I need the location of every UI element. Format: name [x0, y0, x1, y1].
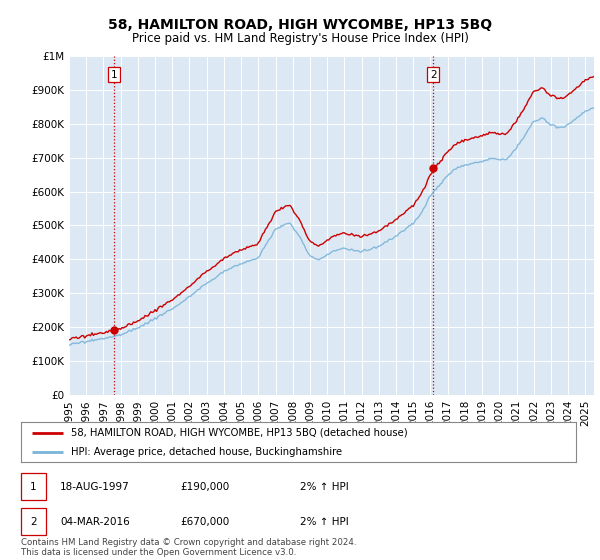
Text: 58, HAMILTON ROAD, HIGH WYCOMBE, HP13 5BQ (detached house): 58, HAMILTON ROAD, HIGH WYCOMBE, HP13 5B… — [71, 428, 407, 437]
Text: 2% ↑ HPI: 2% ↑ HPI — [300, 517, 349, 527]
Text: 2: 2 — [30, 517, 37, 527]
Text: Contains HM Land Registry data © Crown copyright and database right 2024.
This d: Contains HM Land Registry data © Crown c… — [21, 538, 356, 557]
Text: 18-AUG-1997: 18-AUG-1997 — [60, 482, 130, 492]
Text: £670,000: £670,000 — [180, 517, 229, 527]
Text: 04-MAR-2016: 04-MAR-2016 — [60, 517, 130, 527]
Text: 1: 1 — [111, 69, 118, 80]
Text: 58, HAMILTON ROAD, HIGH WYCOMBE, HP13 5BQ: 58, HAMILTON ROAD, HIGH WYCOMBE, HP13 5B… — [108, 18, 492, 32]
Text: 2: 2 — [430, 69, 437, 80]
Text: £190,000: £190,000 — [180, 482, 229, 492]
Text: Price paid vs. HM Land Registry's House Price Index (HPI): Price paid vs. HM Land Registry's House … — [131, 32, 469, 45]
Text: 1: 1 — [30, 482, 37, 492]
Text: 2% ↑ HPI: 2% ↑ HPI — [300, 482, 349, 492]
Text: HPI: Average price, detached house, Buckinghamshire: HPI: Average price, detached house, Buck… — [71, 447, 342, 457]
